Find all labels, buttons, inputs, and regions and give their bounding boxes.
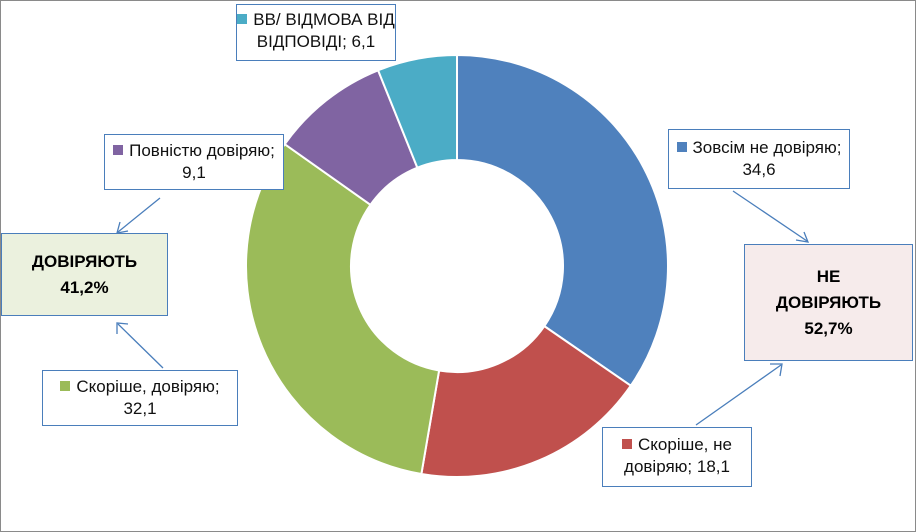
label-rather-trust: Скоріше, довіряю; 32,1 bbox=[42, 370, 238, 426]
trust-summary-value: 41,2% bbox=[60, 277, 109, 297]
distrust-summary-box: НЕ ДОВІРЯЮТЬ 52,7% bbox=[744, 244, 913, 361]
legend-swatch-purple bbox=[113, 145, 124, 155]
distrust-summary-title-2: ДОВІРЯЮТЬ bbox=[775, 292, 882, 312]
arrow-trust-from-rather bbox=[117, 323, 164, 369]
donut-slice-1 bbox=[420, 324, 633, 478]
donut-slice-2 bbox=[244, 142, 441, 476]
trust-summary-box: ДОВІРЯЮТЬ 41,2% bbox=[1, 233, 168, 316]
trust-summary-title: ДОВІРЯЮТЬ bbox=[31, 251, 138, 271]
legend-swatch-blue bbox=[676, 142, 687, 152]
arrowhead bbox=[770, 363, 783, 377]
legend-swatch-red bbox=[622, 439, 632, 449]
arrow-trust-from-full bbox=[117, 197, 161, 233]
distrust-summary-title-1: НЕ bbox=[816, 266, 841, 286]
label-no-answer: ВВ/ ВІДМОВА ВІД ВІДПОВІДІ; 6,1 bbox=[236, 4, 396, 61]
donut-slice-4 bbox=[376, 53, 458, 169]
label-fully-trust: Повністю довіряю; 9,1 bbox=[104, 134, 284, 190]
arrow-distrust-from-rather-not bbox=[695, 364, 782, 426]
arrowhead bbox=[116, 322, 129, 334]
legend-swatch-teal bbox=[237, 14, 248, 24]
arrowhead bbox=[795, 231, 810, 243]
label-not-trust-at-all: Зовсім не довіряю; 34,6 bbox=[668, 129, 850, 189]
label-rather-not-trust: Скоріше, не довіряю; 18,1 bbox=[602, 427, 752, 487]
distrust-summary-value: 52,7% bbox=[804, 318, 853, 338]
legend-swatch-green bbox=[60, 381, 71, 391]
arrow-distrust-from-not-at-all bbox=[732, 190, 808, 242]
donut-slice-0 bbox=[456, 53, 669, 388]
